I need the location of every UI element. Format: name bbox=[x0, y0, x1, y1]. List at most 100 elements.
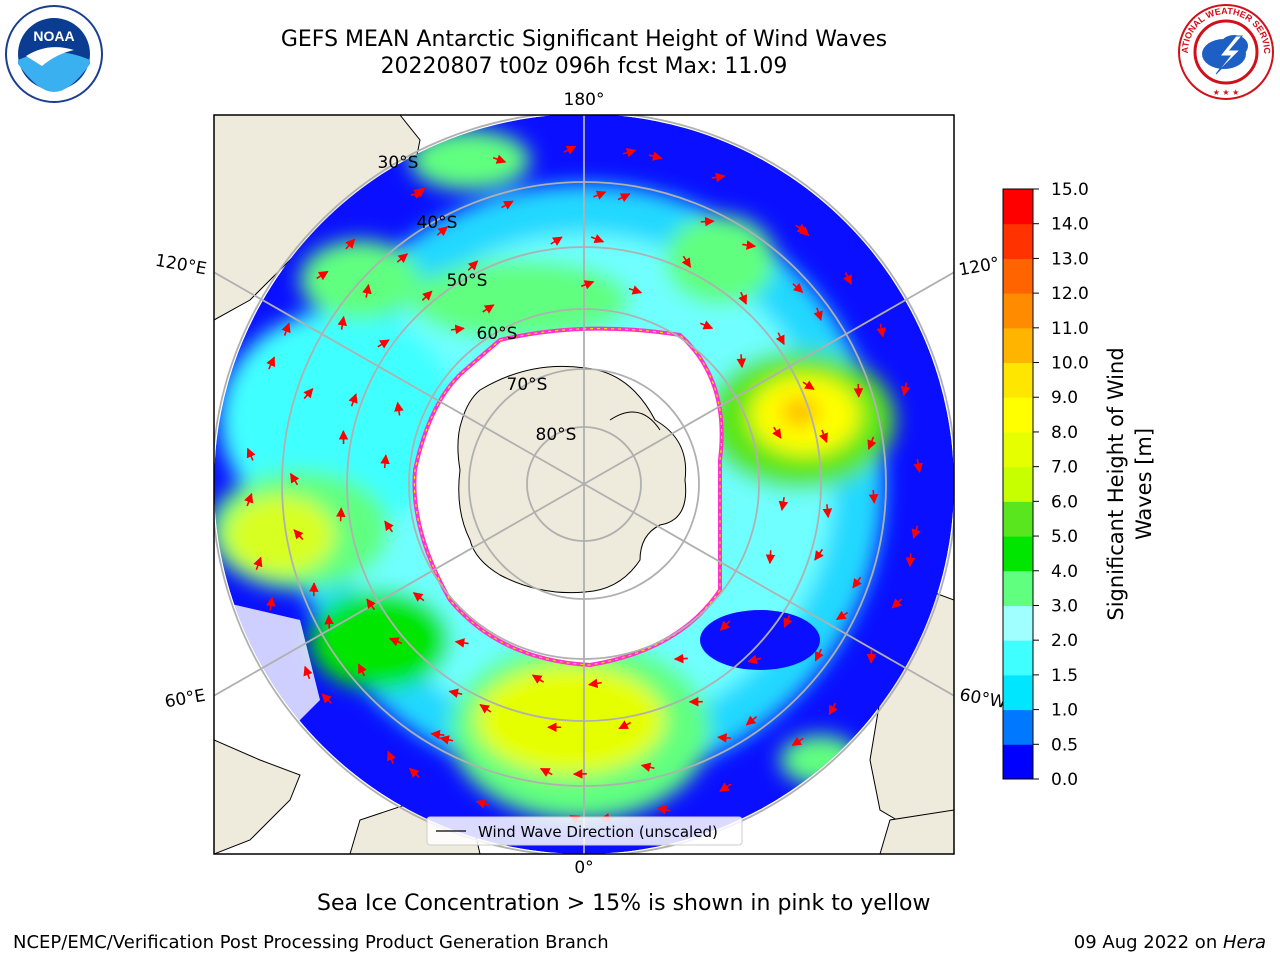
colorbar-swatch bbox=[1003, 605, 1033, 641]
wave-direction-arrow bbox=[681, 255, 692, 268]
wave-direction-arrow bbox=[867, 436, 877, 450]
colorbar-swatch bbox=[1003, 709, 1033, 745]
colorbar-swatch bbox=[1003, 640, 1033, 676]
map-frame bbox=[213, 114, 955, 855]
wave-direction-arrow bbox=[244, 492, 254, 507]
wave-direction-arrow bbox=[853, 383, 864, 398]
colorbar-swatch bbox=[1003, 744, 1033, 780]
wave-direction-arrow bbox=[321, 693, 333, 704]
wave-direction-arrow bbox=[436, 226, 449, 237]
wave-direction-arrow bbox=[795, 223, 808, 234]
colorbar-swatch bbox=[1003, 466, 1033, 502]
wave-direction-arrow bbox=[501, 200, 514, 210]
wave-direction-arrow bbox=[324, 614, 334, 629]
colorbar-tick-label: 5.0 bbox=[1051, 527, 1078, 547]
colorbar-tick-label: 4.0 bbox=[1051, 562, 1078, 582]
wave-direction-arrow bbox=[412, 592, 425, 602]
footer-date: 09 Aug 2022 on Hera bbox=[1074, 932, 1266, 953]
wave-direction-arrow bbox=[747, 654, 761, 665]
wave-direction-arrow bbox=[430, 729, 445, 740]
wave-direction-arrow bbox=[266, 596, 276, 611]
colorbar-tick-label: 7.0 bbox=[1051, 458, 1078, 478]
colorbar-swatch bbox=[1003, 397, 1033, 433]
wave-direction-arrow bbox=[891, 598, 903, 609]
wave-direction-arrow bbox=[345, 238, 356, 250]
wave-direction-arrow bbox=[814, 648, 824, 662]
wave-direction-arrow bbox=[813, 307, 823, 322]
wave-direction-arrow bbox=[246, 447, 256, 461]
wave-direction-arrow bbox=[289, 472, 300, 486]
wave-direction-arrow bbox=[539, 767, 553, 777]
wave-direction-arrow bbox=[640, 762, 655, 772]
chart-subtitle: 20220807 t00z 096h fcst Max: 11.09 bbox=[380, 54, 788, 79]
colorbar-tick-label: 1.5 bbox=[1051, 666, 1078, 686]
noaa-logo-icon: NOAA bbox=[5, 5, 103, 103]
wave-direction-arrow bbox=[362, 283, 372, 298]
wave-direction-arrow bbox=[792, 282, 804, 293]
wave-direction-arrow bbox=[590, 234, 605, 244]
wave-direction-arrow bbox=[719, 782, 732, 792]
wave-direction-arrow bbox=[835, 610, 849, 620]
colorbar-tick-label: 1.0 bbox=[1051, 701, 1078, 721]
colorbar-swatch bbox=[1003, 327, 1033, 364]
wave-direction-arrow bbox=[253, 556, 263, 571]
wave-direction-arrow bbox=[819, 429, 828, 443]
wave-direction-arrow bbox=[673, 653, 688, 664]
wave-direction-arrow bbox=[911, 525, 921, 539]
colorbar-swatch bbox=[1003, 362, 1033, 398]
colorbar-tick-label: 2.0 bbox=[1051, 631, 1078, 651]
map-legend: Wind Wave Direction (unscaled) bbox=[426, 816, 743, 846]
wave-direction-arrow bbox=[648, 151, 663, 161]
wave-direction-arrow bbox=[736, 354, 747, 369]
wave-direction-arrow bbox=[742, 240, 757, 250]
wave-direction-arrow bbox=[388, 637, 403, 647]
colorbar-label-line1: Significant Height of Wind bbox=[1104, 347, 1128, 620]
wave-direction-arrow bbox=[448, 688, 463, 698]
colorbar-tick-label: 0.0 bbox=[1051, 770, 1078, 790]
wave-direction-arrow bbox=[628, 285, 643, 295]
wave-direction-arrow bbox=[380, 454, 390, 469]
wave-direction-arrow bbox=[699, 320, 714, 330]
wave-direction-arrow bbox=[711, 172, 726, 183]
wave-direction-arrow bbox=[828, 702, 838, 716]
colorbar-swatch bbox=[1003, 570, 1033, 606]
wave-direction-arrow bbox=[876, 323, 886, 338]
noaa-logo-text: NOAA bbox=[33, 28, 74, 44]
wave-direction-arrow bbox=[852, 576, 862, 589]
wave-direction-arrow bbox=[475, 799, 490, 809]
wave-direction-arrow bbox=[772, 426, 782, 439]
footer-host: Hera bbox=[1222, 932, 1266, 953]
colorbar-swatch bbox=[1003, 536, 1033, 572]
legend-label: Wind Wave Direction (unscaled) bbox=[478, 823, 718, 841]
lat-label-60s: 60°S bbox=[477, 324, 518, 344]
wave-direction-arrow bbox=[316, 270, 329, 281]
wave-direction-arrow bbox=[843, 272, 853, 285]
wave-direction-arrow bbox=[550, 236, 563, 246]
wave-direction-arrow bbox=[421, 290, 433, 301]
wave-direction-arrow bbox=[618, 720, 632, 730]
colorbar-tick-label: 13.0 bbox=[1051, 249, 1089, 269]
colorbar-tick-label: 6.0 bbox=[1051, 492, 1078, 512]
wave-direction-arrow bbox=[900, 382, 911, 397]
footer-credit: NCEP/EMC/Verification Post Processing Pr… bbox=[13, 932, 609, 953]
svg-text:★ ★ ★: ★ ★ ★ bbox=[1213, 88, 1240, 97]
wave-direction-arrow bbox=[394, 401, 404, 416]
wave-direction-arrow bbox=[303, 665, 313, 680]
lat-label-50s: 50°S bbox=[447, 271, 488, 291]
wave-direction-arrow bbox=[337, 315, 348, 330]
wave-direction-arrow bbox=[783, 614, 793, 628]
antarctica bbox=[457, 365, 687, 594]
wave-direction-arrow bbox=[266, 356, 276, 370]
wave-direction-arrow bbox=[580, 280, 595, 290]
wave-direction-arrow bbox=[531, 674, 545, 684]
lon-label-180: 180° bbox=[564, 90, 605, 110]
wave-direction-arrow bbox=[384, 520, 394, 533]
colorbar-swatch bbox=[1003, 223, 1033, 259]
colorbar-swatch bbox=[1003, 674, 1033, 711]
colorbar-swatch bbox=[1003, 501, 1033, 537]
lon-label-0: 0° bbox=[574, 858, 593, 878]
wave-direction-arrow bbox=[409, 767, 420, 778]
wave-direction-arrow bbox=[348, 393, 358, 407]
wave-direction-arrow bbox=[336, 507, 346, 522]
